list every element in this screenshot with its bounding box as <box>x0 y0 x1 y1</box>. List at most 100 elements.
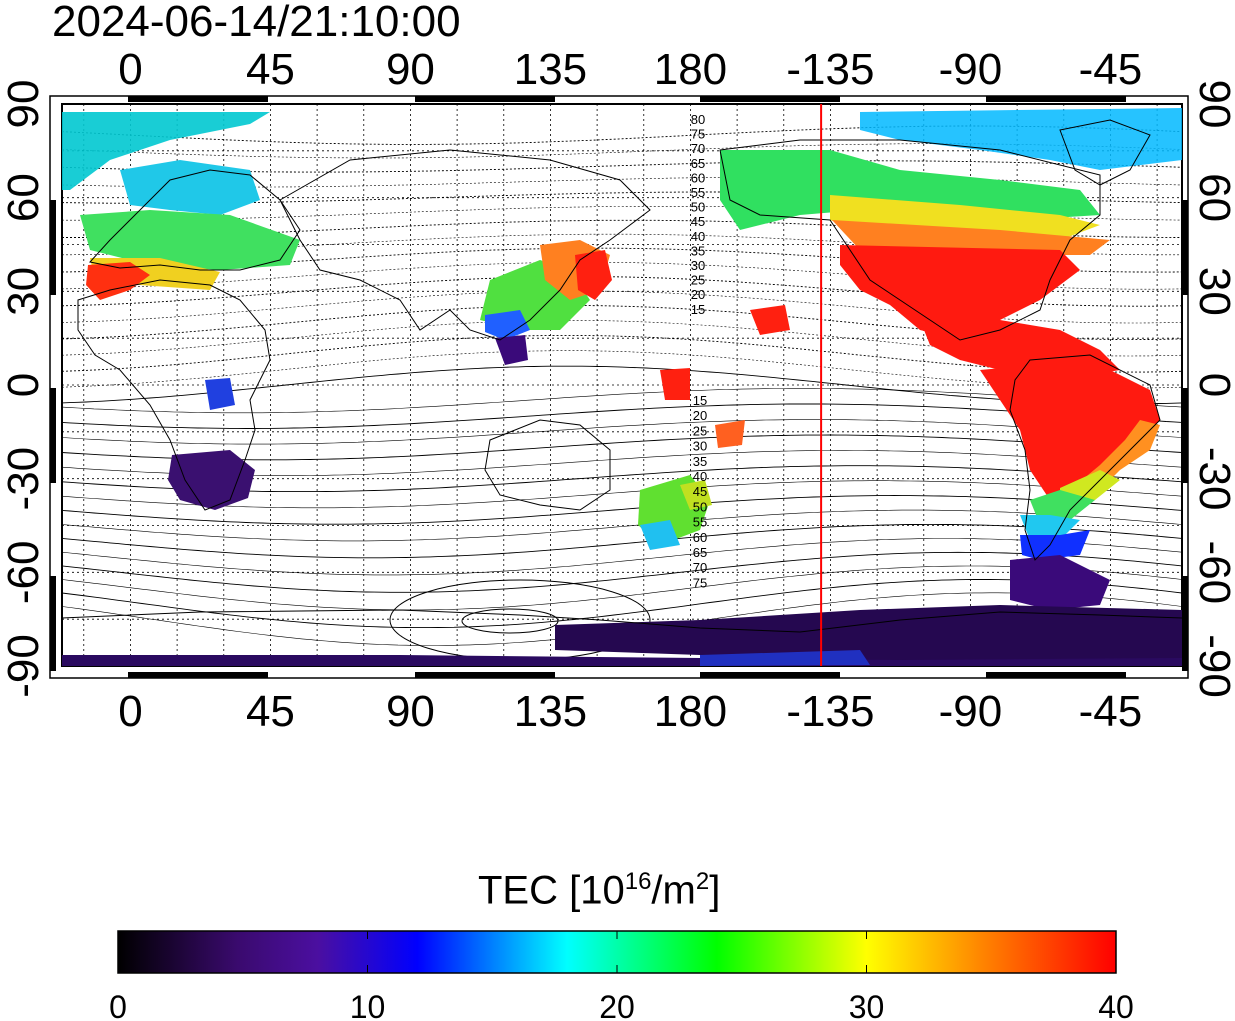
contour-label-south: 75 <box>693 575 707 590</box>
y-left-tick-label: 90 <box>0 80 48 129</box>
x-bottom-tick-label: 90 <box>386 687 435 736</box>
contour-label-north: 80 <box>691 112 705 127</box>
x-bottom-tick-label: 180 <box>654 687 727 736</box>
tec-japan-red <box>575 250 612 300</box>
coastline-north-america <box>719 139 1101 341</box>
colorbar-tick-label: 20 <box>599 989 635 1021</box>
x-bottom-tick-label: -90 <box>939 687 1003 736</box>
tec-south-africa-dark <box>168 450 255 510</box>
pole-contour-inner <box>461 608 559 634</box>
contour-line <box>62 305 1182 341</box>
tec-europe-green <box>80 210 300 270</box>
contour-label-south: 55 <box>693 515 707 530</box>
tec-antarctic-band <box>555 605 1182 660</box>
contour-line <box>62 261 1182 290</box>
coastline-south-america <box>1009 354 1161 561</box>
tec-iberia-red <box>86 262 150 300</box>
x-top-tick-label: 90 <box>386 45 435 94</box>
contour-line <box>62 509 1182 542</box>
contour-line <box>62 419 1182 445</box>
tec-philippines-blue <box>485 310 530 340</box>
contour-line <box>62 403 1182 429</box>
contour-label-south: 30 <box>693 439 707 454</box>
contour-line <box>62 365 1182 405</box>
y-right-tick-label: -60 <box>1190 541 1235 605</box>
tec-north-america-orange <box>832 220 1110 255</box>
y-left-tick-label: 30 <box>0 267 48 316</box>
contour-label-north: 55 <box>691 185 705 200</box>
y-right-tick-label: 0 <box>1190 373 1235 397</box>
x-axis-bottom-ticks: 0 45 90 135 180 -135 -90 -45 <box>118 687 1142 736</box>
x-top-tick-label: -135 <box>786 45 874 94</box>
contour-label-north: 20 <box>691 287 705 302</box>
coastline-europe <box>89 169 301 271</box>
y-left-tick-label: 0 <box>0 373 48 397</box>
contour-label-north: 50 <box>691 200 705 215</box>
coastline-africa <box>77 279 271 511</box>
contour-label-north: 30 <box>691 258 705 273</box>
contour-label-north: 65 <box>691 156 705 171</box>
tec-pacific-red-mid <box>660 368 690 400</box>
x-top-tick-label: -45 <box>1079 45 1143 94</box>
contour-line <box>62 388 1182 414</box>
x-bottom-tick-label: -45 <box>1079 687 1143 736</box>
contour-line <box>62 579 1182 629</box>
y-right-tick-label: 90 <box>1190 80 1235 129</box>
contour-line <box>62 523 1182 559</box>
contour-label-south: 20 <box>693 408 707 423</box>
contour-label-north: 40 <box>691 229 705 244</box>
contour-line <box>62 538 1182 576</box>
y-right-tick-label: -30 <box>1190 447 1235 511</box>
y-right-tick-label: -90 <box>1190 634 1235 698</box>
contour-line <box>62 495 1182 525</box>
colorbar-tick-label: 0 <box>109 989 127 1021</box>
tec-south-america-purple <box>1010 555 1110 610</box>
x-bottom-tick-label: -135 <box>786 687 874 736</box>
contour-labels: 8075706560555045403530252015152025303540… <box>691 112 707 590</box>
colorbar-label-main: TEC [10 <box>478 868 625 913</box>
coastline-australia <box>484 419 611 511</box>
tec-nz-yellow <box>680 480 712 510</box>
tec-south-america-cyan <box>1020 515 1080 540</box>
contour-label-south: 70 <box>693 560 707 575</box>
contour-label-south: 45 <box>693 484 707 499</box>
coastlines <box>62 119 1182 633</box>
contour-label-north: 60 <box>691 170 705 185</box>
timestamp-title: 2024-06-14/21:10:00 <box>52 0 461 46</box>
contour-line <box>62 290 1182 324</box>
contour-line <box>62 551 1182 593</box>
colorbar-tick-label: 10 <box>350 989 386 1021</box>
tec-west-africa-dots <box>205 378 235 410</box>
tec-philippines-purple <box>495 335 528 365</box>
frame-band-left <box>50 200 56 671</box>
contour-label-north: 45 <box>691 214 705 229</box>
colorbar-label-end: ] <box>709 868 721 913</box>
tec-europe-cyan <box>120 160 260 215</box>
y-axis-left-ticks: 90 60 30 0 -30 -60 -90 <box>0 80 48 698</box>
frame-band-bottom <box>128 672 1126 678</box>
contour-label-south: 35 <box>693 454 707 469</box>
y-left-tick-label: 60 <box>0 173 48 222</box>
x-bottom-tick-label: 135 <box>514 687 587 736</box>
tec-south-america-blue <box>1020 530 1090 560</box>
tec-north-america-red <box>840 245 1080 340</box>
x-bottom-tick-label: 45 <box>246 687 295 736</box>
contour-line <box>62 565 1182 611</box>
contour-label-north: 35 <box>691 243 705 258</box>
colorbar-tick-label: 30 <box>849 989 885 1021</box>
contour-label-south: 60 <box>693 530 707 545</box>
colorbar-label-exp2: 2 <box>695 868 710 895</box>
tec-pacific-orange <box>715 420 745 448</box>
contour-label-north: 15 <box>691 302 705 317</box>
colorbar-tick-label: 40 <box>1098 989 1134 1021</box>
coastline-antarctica <box>62 609 1182 633</box>
y-right-tick-label: 30 <box>1190 267 1235 316</box>
tec-antarctic-strip <box>62 655 1182 666</box>
colorbar-ticks: 0 10 20 30 40 <box>109 931 1134 1021</box>
tec-arctic-band-west <box>62 112 270 190</box>
contour-label-south: 15 <box>693 393 707 408</box>
map-outer-frame <box>49 95 1189 679</box>
tec-nz-cyan <box>640 520 680 550</box>
contour-line <box>62 434 1182 461</box>
x-top-tick-label: -90 <box>939 45 1003 94</box>
